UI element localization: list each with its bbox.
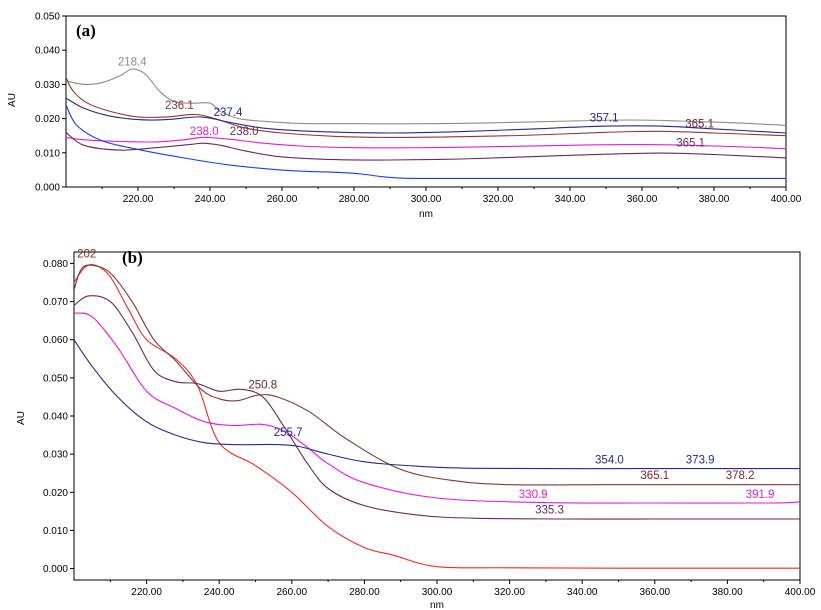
y-tick-label: 0.010 (35, 148, 60, 159)
peak-label: 354.0 (595, 455, 624, 467)
y-axis-title: AU (16, 411, 27, 425)
x-tick-label: 380.00 (699, 194, 730, 205)
y-tick-label: 0.020 (35, 114, 60, 125)
peak-label: 238.0 (230, 126, 259, 138)
x-tick-label: 220.00 (123, 194, 154, 205)
peak-label: 357.1 (590, 112, 619, 124)
spectrum-line-4 (74, 312, 800, 504)
spectrum-line-3 (66, 97, 786, 134)
x-tick-label: 260.00 (267, 194, 298, 205)
spectrum-line-1 (74, 263, 800, 569)
spectrum-line-1 (66, 68, 786, 126)
peak-label: 236.1 (165, 100, 194, 112)
peak-label: 255.7 (274, 427, 303, 439)
peak-label: 378.2 (726, 470, 755, 482)
x-tick-label: 280.00 (349, 587, 380, 598)
spectrum-line-5 (74, 339, 800, 470)
x-tick-label: 320.00 (483, 194, 514, 205)
y-tick-label: 0.000 (43, 564, 68, 575)
spectrum-line-2 (74, 264, 800, 486)
spectrum-line-3 (74, 295, 800, 520)
peak-label: 365.1 (685, 118, 714, 130)
y-tick-label: 0.060 (43, 335, 68, 346)
peak-label: 330.9 (519, 489, 548, 501)
x-tick-label: 320.00 (494, 587, 525, 598)
x-tick-label: 360.00 (640, 587, 671, 598)
x-tick-label: 380.00 (712, 587, 743, 598)
x-tick-label: 400.00 (771, 194, 802, 205)
y-tick-label: 0.010 (43, 526, 68, 537)
peak-label: 365.1 (640, 470, 669, 482)
x-axis-title: nm (419, 209, 433, 220)
peak-label: 218.4 (118, 57, 147, 69)
x-tick-label: 280.00 (339, 194, 370, 205)
x-tick-label: 300.00 (422, 587, 453, 598)
y-axis-title: AU (7, 93, 18, 107)
chart-panel-a: 220.00 240.00 260.00 280.00 300.00 320.00 340.… (7, 12, 802, 221)
peak-label: 335.3 (535, 504, 564, 516)
x-tick-label: 340.00 (567, 587, 598, 598)
y-tick-label: 0.050 (43, 373, 68, 384)
plot-frame (73, 251, 801, 581)
y-tick-label: 0.050 (35, 12, 60, 23)
x-tick-label: 400.00 (785, 587, 816, 598)
panel-label: (b) (122, 248, 143, 267)
y-tick-label: 0.080 (43, 259, 68, 270)
x-tick-label: 240.00 (204, 587, 235, 598)
spectrum-line-2 (66, 77, 786, 138)
spectrum-line-6 (66, 104, 786, 180)
chart-panel-b: 220.00 240.00 260.00 280.00 300.00 320.00 340.… (16, 248, 816, 610)
spectrum-line-4 (66, 136, 786, 150)
x-tick-label: 300.00 (411, 194, 442, 205)
peak-label: 202 (77, 249, 96, 261)
x-tick-label: 260.00 (277, 587, 308, 598)
peak-label: 373.9 (686, 455, 715, 467)
spectrum-line-5 (66, 131, 786, 161)
peak-label: 238.0 (190, 126, 219, 138)
x-axis-title: nm (430, 600, 444, 610)
x-tick-label: 340.00 (555, 194, 586, 205)
y-tick-label: 0.070 (43, 297, 68, 308)
peak-label: 391.9 (746, 489, 775, 501)
y-tick-label: 0.030 (43, 450, 68, 461)
y-tick-label: 0.040 (43, 412, 68, 423)
y-tick-label: 0.000 (35, 183, 60, 194)
x-tick-label: 240.00 (195, 194, 226, 205)
y-tick-label: 0.030 (35, 80, 60, 91)
peak-label: 250.8 (248, 380, 277, 392)
x-tick-label: 220.00 (131, 587, 162, 598)
x-tick-label: 360.00 (627, 194, 658, 205)
y-tick-label: 0.020 (43, 488, 68, 499)
peak-label: 365.1 (676, 138, 705, 150)
panel-label: (a) (76, 21, 96, 40)
y-tick-label: 0.040 (35, 46, 60, 57)
peak-label: 237.4 (214, 107, 243, 119)
